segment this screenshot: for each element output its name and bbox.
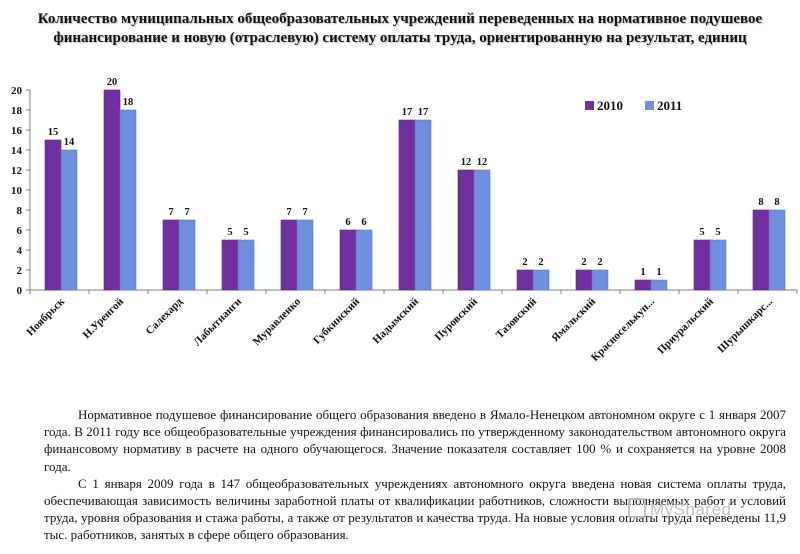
data-label: 7 xyxy=(168,207,173,218)
bar xyxy=(280,219,298,291)
legend-swatch xyxy=(645,101,654,110)
data-label: 15 xyxy=(48,127,59,138)
bar xyxy=(693,239,711,291)
chart-bars xyxy=(44,89,786,291)
data-label: 2 xyxy=(581,257,586,268)
y-tick-label: 8 xyxy=(17,205,23,217)
y-tick-label: 18 xyxy=(11,105,23,117)
watermark-text: MyShared xyxy=(650,500,732,519)
paragraph-1: Нормативное подушевое финансирование общ… xyxy=(44,407,786,474)
bar xyxy=(296,219,314,291)
data-label: 7 xyxy=(184,207,189,218)
bar xyxy=(355,229,373,291)
data-label: 2 xyxy=(538,257,543,268)
category-label: Надымский xyxy=(370,295,421,346)
category-label: Тазовский xyxy=(494,295,540,341)
data-label: 6 xyxy=(345,217,350,228)
data-label: 5 xyxy=(227,227,232,238)
category-label: Губкинский xyxy=(311,295,363,347)
data-label: 1 xyxy=(640,267,645,278)
category-label: Муравленко xyxy=(251,295,304,348)
chart-title: Количество муниципальных общеобразовател… xyxy=(37,11,763,46)
bar xyxy=(162,219,180,291)
data-label: 5 xyxy=(699,227,704,238)
presentation-icon xyxy=(628,498,646,518)
data-label: 20 xyxy=(107,77,118,88)
chart-legend: 2010 2011 xyxy=(585,98,682,113)
bar xyxy=(709,239,727,291)
bar xyxy=(634,279,652,291)
data-label: 2 xyxy=(597,257,602,268)
data-label: 8 xyxy=(774,197,779,208)
data-label: 18 xyxy=(123,97,134,108)
data-label: 5 xyxy=(243,227,248,238)
bar xyxy=(103,89,121,291)
bar xyxy=(532,269,550,291)
bar xyxy=(591,269,609,291)
bar xyxy=(414,119,432,291)
bar xyxy=(221,239,239,291)
bar xyxy=(575,269,593,291)
bar xyxy=(473,169,491,291)
data-label: 12 xyxy=(477,157,488,168)
category-label: Красноселькуп... xyxy=(589,295,657,363)
bar xyxy=(398,119,416,291)
bar xyxy=(237,239,255,291)
description-text: Нормативное подушевое финансирование общ… xyxy=(44,406,786,544)
bar xyxy=(339,229,357,291)
y-tick-label: 20 xyxy=(11,85,23,97)
bar xyxy=(516,269,534,291)
y-tick-label: 4 xyxy=(17,245,23,257)
bar xyxy=(752,209,770,291)
y-tick-label: 6 xyxy=(17,225,23,237)
data-label: 17 xyxy=(402,107,413,118)
bar xyxy=(60,149,78,291)
y-tick-label: 0 xyxy=(17,285,23,297)
category-label: Ямальский xyxy=(549,295,598,344)
category-label: Приуральский xyxy=(655,295,716,356)
legend-label: 2011 xyxy=(657,98,682,113)
data-label: 7 xyxy=(286,207,291,218)
category-label: Лабытнанги xyxy=(191,295,244,348)
category-label: Салехард xyxy=(144,295,186,337)
data-label: 17 xyxy=(418,107,429,118)
y-tick-label: 10 xyxy=(11,185,23,197)
data-label: 8 xyxy=(758,197,763,208)
data-label: 12 xyxy=(461,157,472,168)
data-label: 7 xyxy=(302,207,307,218)
data-label: 1 xyxy=(656,267,661,278)
data-label: 5 xyxy=(715,227,720,238)
legend-label: 2010 xyxy=(597,98,623,113)
bar xyxy=(457,169,475,291)
y-tick-label: 16 xyxy=(11,125,23,137)
data-label: 2 xyxy=(522,257,527,268)
category-label: Шурышкарс... xyxy=(715,295,775,355)
y-tick-label: 14 xyxy=(11,145,23,157)
data-label: 6 xyxy=(361,217,366,228)
bar xyxy=(178,219,196,291)
y-tick-label: 12 xyxy=(11,165,23,177)
category-label: Пуровский xyxy=(432,295,480,343)
paragraph-2: С 1 января 2009 года в 147 общеобразоват… xyxy=(44,475,786,543)
bar xyxy=(44,139,62,291)
y-tick-label: 2 xyxy=(17,265,23,277)
bar xyxy=(650,279,668,291)
bar xyxy=(119,109,137,291)
category-label: Н.Уренгой xyxy=(81,295,127,341)
bar xyxy=(768,209,786,291)
category-label: Ноябрьск xyxy=(24,295,67,338)
data-label: 14 xyxy=(64,137,75,148)
legend-swatch xyxy=(585,101,594,110)
watermark: MyShared xyxy=(628,498,731,520)
